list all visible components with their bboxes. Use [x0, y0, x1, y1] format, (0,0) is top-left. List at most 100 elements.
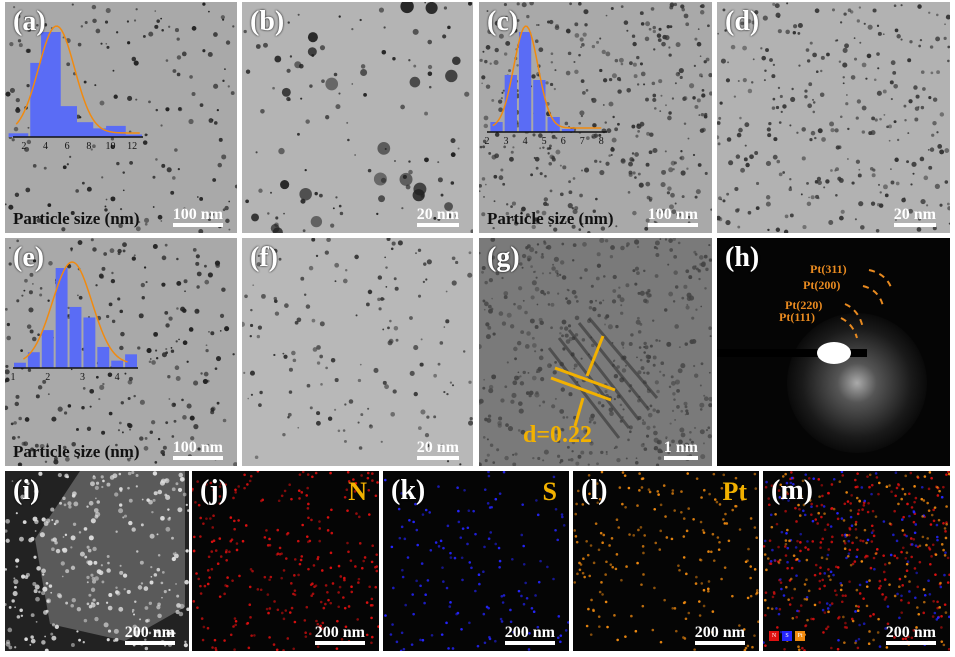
particle — [665, 536, 669, 539]
particle — [181, 398, 184, 402]
particle — [185, 549, 189, 553]
legend-n: N — [769, 631, 779, 641]
particle — [866, 554, 869, 558]
particle — [802, 509, 805, 513]
particle — [630, 614, 633, 618]
particle — [922, 600, 926, 604]
particle — [400, 492, 404, 495]
particle — [293, 574, 296, 577]
particle — [550, 61, 554, 64]
particle — [768, 121, 772, 126]
particle — [683, 122, 687, 125]
particle — [84, 555, 88, 559]
particle — [329, 551, 333, 555]
panel-a: 2 4 6 8 10 12 (a) Particle size (nm) 100 nm — [5, 2, 237, 233]
particle — [265, 529, 268, 532]
particle — [738, 127, 743, 133]
particle — [863, 528, 867, 532]
particle — [903, 492, 907, 496]
particle — [192, 600, 196, 603]
particle — [484, 59, 488, 64]
particle — [854, 527, 858, 531]
particle — [155, 349, 158, 352]
particle — [667, 186, 672, 191]
particle — [659, 238, 662, 240]
particle — [455, 612, 458, 616]
tick-label: 3 — [504, 136, 509, 147]
particle — [896, 592, 899, 596]
particle — [367, 289, 373, 295]
particle — [437, 362, 441, 366]
particle — [671, 409, 675, 412]
particle — [856, 19, 860, 23]
particle — [343, 439, 347, 443]
particle — [36, 23, 39, 27]
particle — [299, 558, 303, 562]
particle — [95, 284, 98, 287]
particle — [415, 252, 417, 255]
particle — [830, 507, 833, 511]
particle — [524, 581, 527, 585]
particle — [770, 525, 774, 529]
particle — [251, 569, 254, 573]
particle — [860, 225, 865, 230]
particle — [657, 38, 662, 42]
particle — [384, 256, 386, 259]
particle — [637, 130, 640, 133]
particle — [945, 14, 950, 20]
particle — [894, 28, 899, 33]
particle — [658, 79, 663, 84]
particle — [13, 579, 19, 585]
particle — [455, 214, 459, 218]
particle — [188, 327, 194, 332]
particle — [947, 45, 950, 49]
particle — [203, 584, 207, 588]
particle — [424, 111, 428, 116]
particle — [360, 64, 366, 69]
particle — [858, 6, 862, 9]
particle — [308, 265, 314, 271]
particle — [531, 74, 536, 79]
particle — [947, 206, 950, 211]
particle — [63, 503, 67, 507]
particle — [886, 605, 890, 608]
particle — [631, 124, 636, 129]
particles — [243, 2, 473, 233]
particle — [766, 127, 771, 132]
d-spacing-annotation: d=0.22 — [523, 422, 593, 448]
particle — [934, 553, 938, 556]
particle — [408, 59, 411, 62]
particle — [923, 593, 927, 597]
particle — [918, 44, 921, 48]
particle — [643, 345, 646, 349]
particle — [669, 248, 673, 252]
particle — [126, 422, 132, 427]
particle — [437, 217, 441, 221]
particle — [711, 630, 714, 634]
particle — [918, 544, 922, 548]
particle — [16, 299, 20, 303]
particle — [765, 568, 768, 572]
particle — [698, 600, 701, 603]
particle — [883, 114, 886, 116]
particle — [857, 637, 861, 641]
particle — [636, 561, 639, 565]
particle — [769, 58, 773, 62]
particle — [857, 173, 862, 178]
particle — [308, 632, 312, 636]
particle — [787, 499, 790, 502]
histogram-bar — [504, 75, 517, 132]
particle — [46, 598, 52, 604]
particle — [602, 533, 606, 537]
particle — [561, 334, 564, 338]
particle — [704, 171, 708, 175]
particle — [636, 55, 640, 60]
particle — [822, 631, 825, 634]
particle — [738, 528, 742, 531]
particle — [334, 280, 337, 283]
particle — [479, 462, 482, 466]
particle — [775, 522, 779, 526]
particle — [62, 547, 68, 553]
particle — [785, 531, 788, 535]
particle — [491, 98, 495, 102]
